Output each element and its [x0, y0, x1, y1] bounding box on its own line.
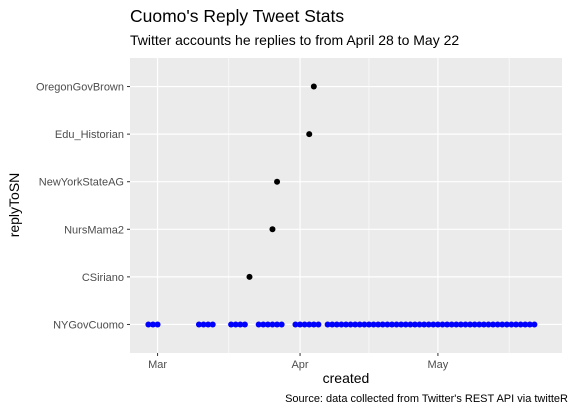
data-point-self [154, 321, 161, 328]
data-point-self [209, 321, 216, 328]
data-point-self [264, 321, 271, 328]
data-point-self [444, 321, 451, 328]
data-point-self [425, 321, 432, 328]
data-point-self [494, 321, 501, 328]
data-point-self [343, 321, 349, 328]
data-point-self [324, 321, 331, 328]
data-point-self [439, 321, 446, 328]
data-point-self [269, 321, 276, 328]
data-point-self [149, 321, 156, 328]
data-point-self [310, 321, 317, 328]
data-point-self [398, 321, 405, 328]
data-point-self [356, 321, 363, 328]
data-point-self [365, 321, 372, 328]
chart-title: Cuomo's Reply Tweet Stats [130, 6, 344, 26]
data-point-self [379, 321, 386, 328]
data-point-self [301, 321, 308, 328]
data-point-self [499, 321, 506, 328]
data-point-self [476, 321, 483, 328]
data-point-self [411, 321, 418, 328]
data-point [274, 178, 281, 185]
x-axis-ticks: Mar Apr May [148, 353, 449, 371]
data-point-self [338, 321, 345, 328]
data-point-self [228, 321, 235, 328]
data-point [306, 131, 313, 138]
data-point-self [232, 321, 239, 328]
y-axis-ticks: NYGovCuomo CSiriano NursMama2 NewYorkStateA… [36, 82, 130, 331]
data-point-self [384, 321, 391, 328]
data-point-self [508, 321, 515, 328]
data-point-self [457, 321, 464, 328]
data-point-self [522, 321, 529, 328]
data-point-self [195, 321, 202, 328]
chart-subtitle: Twitter accounts he replies to from Apri… [130, 32, 459, 48]
data-point [310, 83, 317, 90]
data-point-self [237, 321, 244, 328]
data-point-self [278, 321, 285, 328]
data-point-self [407, 321, 414, 328]
data-point-self [485, 321, 492, 328]
data-point-self [255, 321, 262, 328]
data-point-self [490, 321, 497, 328]
data-point-self [430, 321, 437, 328]
data-point-self [513, 321, 520, 328]
data-point-self [462, 321, 469, 328]
data-point-self [352, 321, 359, 328]
x-tick-label: Apr [291, 359, 308, 371]
data-point-self [292, 321, 299, 328]
data-point-self [315, 321, 322, 328]
data-point-self [205, 321, 212, 328]
data-point-self [241, 321, 248, 328]
data-point-self [297, 321, 304, 328]
data-point-self [333, 321, 340, 328]
data-point-self [145, 321, 152, 328]
data-point-self [361, 321, 368, 328]
data-point-self [503, 321, 510, 328]
data-point-self [306, 321, 313, 328]
data-point [246, 273, 253, 280]
data-point-self [467, 321, 474, 328]
data-point-self [453, 321, 460, 328]
data-point-self [402, 321, 409, 328]
data-point-self [531, 321, 538, 328]
data-point-self [388, 321, 395, 328]
chart-caption: Source: data collected from Twitter's RE… [285, 393, 568, 405]
data-point-self [393, 321, 400, 328]
data-point-self [526, 321, 533, 328]
data-point-self [274, 321, 281, 328]
y-tick-label: CSiriano [82, 272, 124, 284]
data-point-self [347, 321, 354, 328]
y-tick-label: NewYorkStateAG [39, 177, 124, 189]
y-axis-title: replyToSN [6, 173, 22, 238]
data-point [269, 226, 276, 233]
x-tick-label: May [428, 359, 449, 371]
y-tick-label: Edu_Historian [55, 129, 124, 141]
data-point-self [329, 321, 336, 328]
data-point-self [260, 321, 267, 328]
data-point-self [517, 321, 524, 328]
y-tick-label: OregonGovBrown [36, 82, 124, 94]
data-point-self [421, 321, 428, 328]
data-point-self [434, 321, 441, 328]
x-axis-title: created [323, 370, 370, 386]
data-point-self [448, 321, 455, 328]
data-point-self [480, 321, 487, 328]
data-points [145, 83, 538, 328]
data-point-self [200, 321, 207, 328]
data-point-self [375, 321, 382, 328]
data-point-self [370, 321, 377, 328]
data-point-self [416, 321, 423, 328]
y-tick-label: NYGovCuomo [53, 319, 124, 331]
plot-panel [130, 58, 562, 353]
y-tick-label: NursMama2 [64, 224, 124, 236]
data-point-self [471, 321, 478, 328]
x-tick-label: Mar [148, 359, 167, 371]
